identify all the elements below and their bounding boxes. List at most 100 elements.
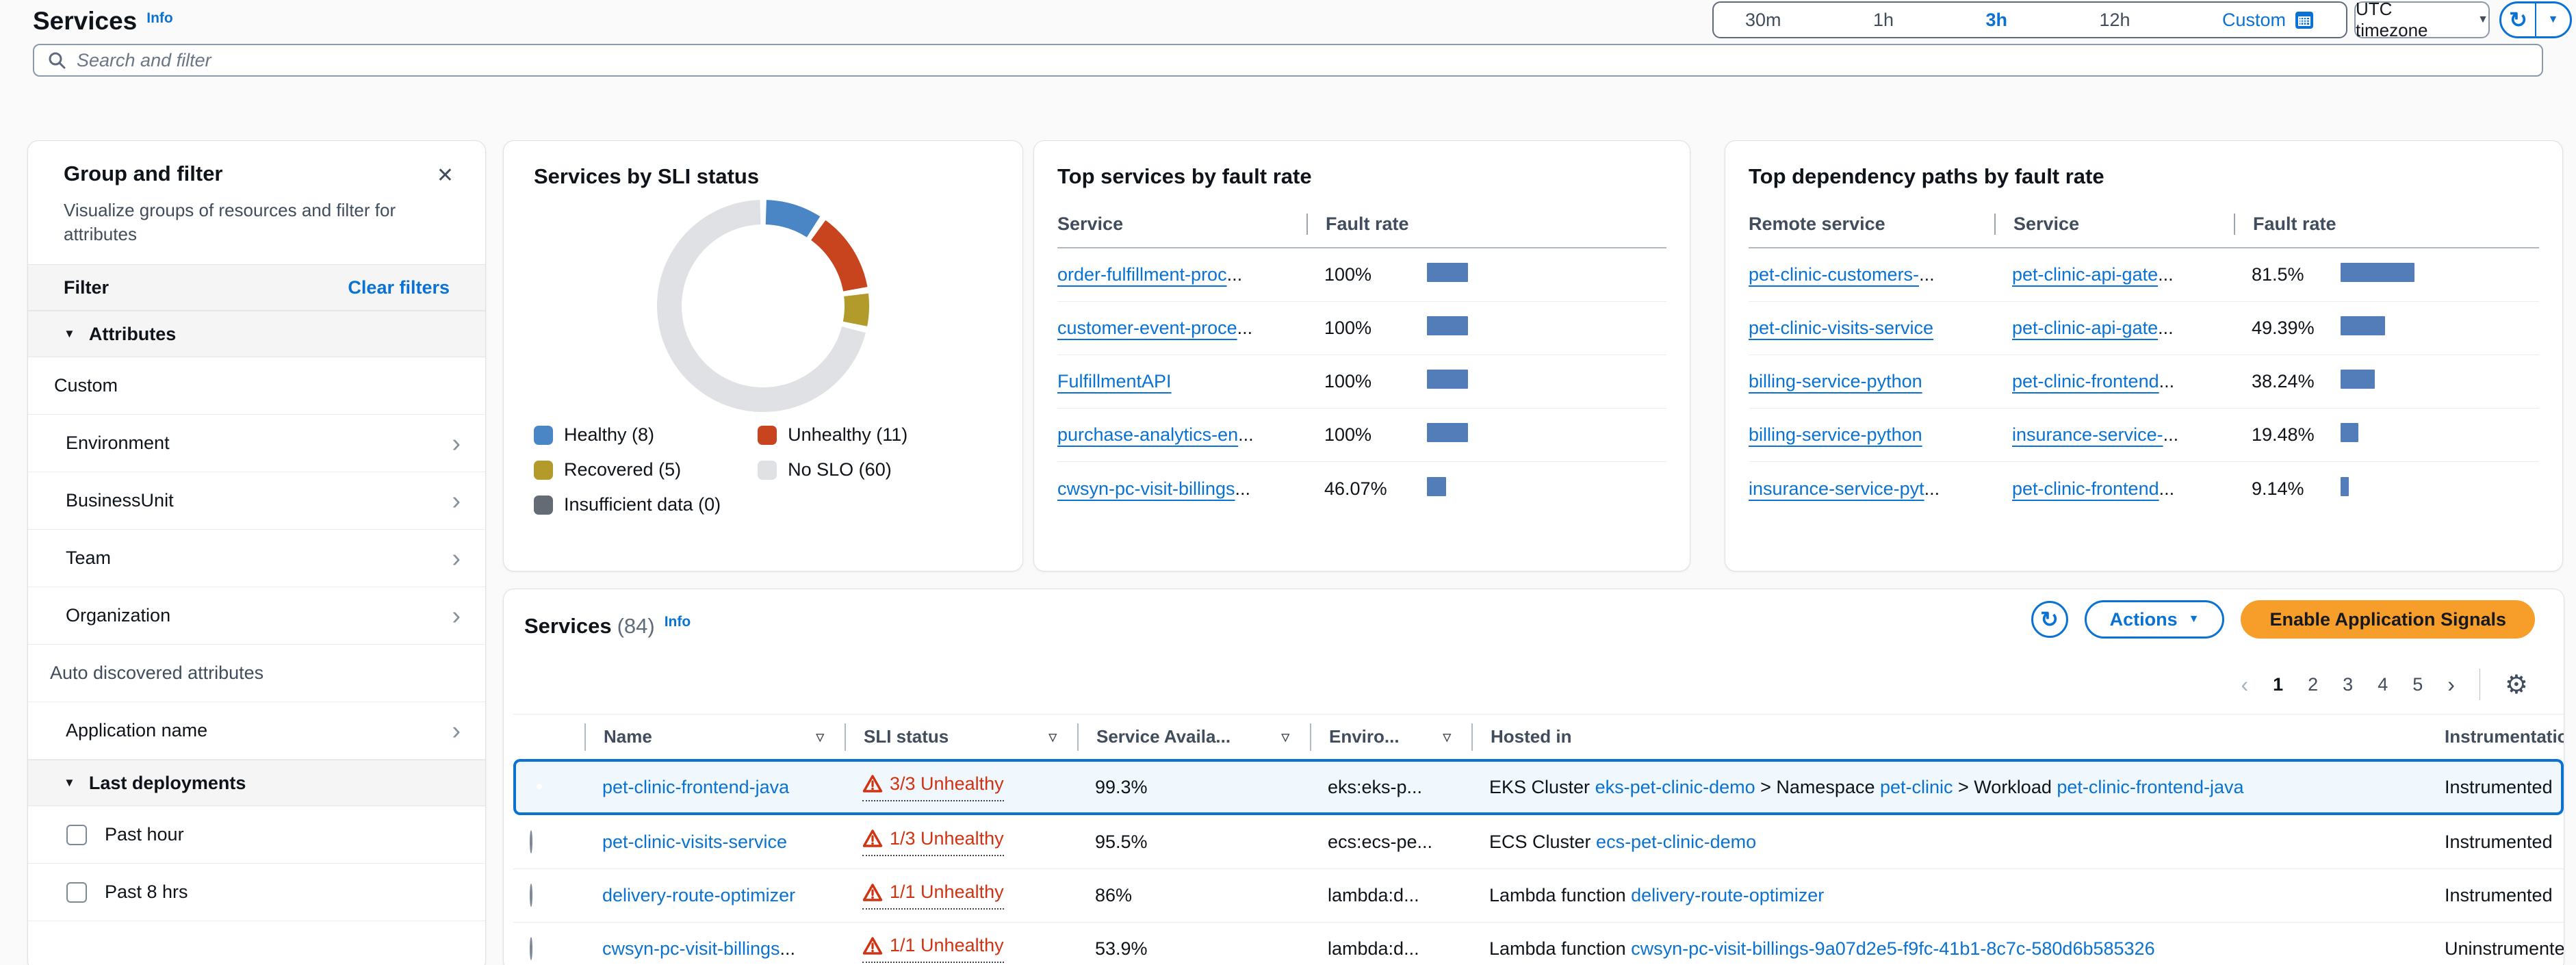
environment-cell: lambda:d... <box>1328 885 1419 905</box>
sli-status-badge[interactable]: 3/3 Unhealthy <box>862 773 1004 801</box>
remote-service-link[interactable]: pet-clinic-visits-service <box>1749 318 1934 338</box>
sli-status-badge[interactable]: 1/3 Unhealthy <box>862 828 1004 856</box>
hosted-in-link[interactable]: cwsyn-pc-visit-billings-9a07d2e5-f9fc-41… <box>1631 938 2155 959</box>
sort-icon[interactable]: ▽ <box>1281 731 1289 743</box>
service-link[interactable]: order-fulfillment-proc <box>1057 264 1227 285</box>
page-2[interactable]: 2 <box>2308 673 2319 695</box>
refresh-options-chevron[interactable]: ▼ <box>2547 14 2559 25</box>
service-name-link[interactable]: pet-clinic-visits-service <box>602 831 788 852</box>
column-header-sli-status[interactable]: SLI status ▽ <box>845 723 1077 751</box>
service-link[interactable]: FulfillmentAPI <box>1057 371 1172 391</box>
service-link[interactable]: purchase-analytics-en <box>1057 424 1239 445</box>
clear-filters-button[interactable]: Clear filters <box>348 276 450 298</box>
timezone-label: UTC timezone <box>2356 0 2428 40</box>
row-radio-button[interactable] <box>530 829 532 853</box>
sidebar-item-team[interactable]: Team › <box>28 530 485 588</box>
column-header-name[interactable]: Name ▽ <box>584 723 845 751</box>
table-row[interactable]: pet-clinic-frontend-java 3/3 Unhealthy 99.… <box>513 759 2564 815</box>
time-range-3h[interactable]: 3h <box>1985 10 2007 31</box>
service-name-link[interactable]: delivery-route-optimizer <box>602 885 796 905</box>
row-radio-button[interactable] <box>530 937 532 960</box>
sidebar-section-attributes[interactable]: ▼ Attributes <box>28 311 485 358</box>
page-1[interactable]: 1 <box>2273 673 2284 695</box>
refresh-icon[interactable]: ↻ <box>2501 3 2536 36</box>
sidebar-item-organization[interactable]: Organization › <box>28 587 485 645</box>
service-link[interactable]: pet-clinic-api-gate <box>2012 318 2159 338</box>
fault-rate-bar <box>2341 370 2375 389</box>
table-refresh-button[interactable]: ↻ <box>2031 601 2068 638</box>
search-input[interactable]: Search and filter <box>33 44 2543 77</box>
time-range-segmented-control[interactable]: 30m 1h 3h 12h Custom <box>1712 1 2347 38</box>
warning-triangle-icon <box>862 936 883 955</box>
table-settings-gear-icon[interactable]: ⚙ <box>2504 670 2528 699</box>
hosted-in-link[interactable]: eks-pet-clinic-demo <box>1595 776 1755 797</box>
timezone-dropdown[interactable]: UTC timezone ▼ <box>2354 0 2490 40</box>
time-range-custom[interactable]: Custom <box>2222 10 2315 31</box>
service-name-link[interactable]: cwsyn-pc-visit-billings <box>602 938 780 959</box>
hosted-in-link[interactable]: delivery-route-optimizer <box>1631 885 1825 905</box>
column-header-hosted-in[interactable]: Hosted in <box>1471 723 2427 751</box>
sidebar-item-custom[interactable]: Custom <box>28 357 485 415</box>
table-row[interactable]: pet-clinic-visits-service 1/3 Unhealthy 95… <box>513 815 2564 868</box>
remote-service-link[interactable]: pet-clinic-customers- <box>1749 264 1920 285</box>
row-radio-button[interactable] <box>530 884 532 907</box>
actions-button[interactable]: Actions ▼ <box>2084 600 2225 639</box>
page-3[interactable]: 3 <box>2343 673 2354 695</box>
fault-rate-bar-cell <box>2341 263 2539 287</box>
service-link[interactable]: insurance-service- <box>2012 424 2163 445</box>
sidebar-item-application-name[interactable]: Application name › <box>28 702 485 760</box>
hosted-in-link[interactable]: pet-clinic <box>1879 776 1953 797</box>
service-link[interactable]: cwsyn-pc-visit-billings <box>1057 478 1235 499</box>
calendar-icon <box>2295 12 2313 29</box>
page-4[interactable]: 4 <box>2378 673 2388 695</box>
sidebar-item-environment[interactable]: Environment › <box>28 415 485 473</box>
service-link[interactable]: pet-clinic-frontend <box>2012 478 2159 499</box>
search-placeholder: Search and filter <box>77 49 211 70</box>
table-row[interactable]: cwsyn-pc-visit-billings... 1/1 Unhealthy 5… <box>513 922 2564 965</box>
sidebar-item-businessunit[interactable]: BusinessUnit › <box>28 472 485 530</box>
service-link[interactable]: pet-clinic-api-gate <box>2012 264 2159 285</box>
service-cell: pet-clinic-frontend... <box>2012 478 2252 500</box>
environment-cell: ecs:ecs-pe... <box>1328 831 1433 852</box>
service-link[interactable]: pet-clinic-frontend <box>2012 371 2159 391</box>
services-info-link[interactable]: Info <box>664 614 691 630</box>
sidebar-filter-past-hour[interactable]: Past hour <box>28 806 485 864</box>
next-page-icon[interactable]: › <box>2447 671 2455 697</box>
sidebar-section-last-deployments[interactable]: ▼ Last deployments <box>28 760 485 807</box>
refresh-split-button[interactable]: ↻ ▼ <box>2499 1 2572 38</box>
service-link[interactable]: customer-event-proce <box>1057 318 1237 338</box>
column-header-service-availa-[interactable]: Service Availa... ▽ <box>1077 723 1310 751</box>
remote-service-link[interactable]: billing-service-python <box>1749 424 1922 445</box>
service-cell: cwsyn-pc-visit-billings... <box>1057 478 1324 500</box>
warning-triangle-icon <box>862 775 883 793</box>
hosted-in-link[interactable]: ecs-pet-clinic-demo <box>1596 831 1757 852</box>
column-header-enviro-[interactable]: Enviro... ▽ <box>1310 723 1471 751</box>
time-range-12h[interactable]: 12h <box>2099 10 2130 31</box>
table-row[interactable]: delivery-route-optimizer 1/1 Unhealthy 86%… <box>513 868 2564 922</box>
sli-status-badge[interactable]: 1/1 Unhealthy <box>862 882 1004 910</box>
fault-rate-bar <box>2341 476 2349 496</box>
column-header-label: Instrumentation <box>2445 726 2564 747</box>
sort-icon[interactable]: ▽ <box>816 731 824 743</box>
top-services-header: Service Fault rate <box>1057 189 1666 248</box>
sort-icon[interactable]: ▽ <box>1443 731 1451 743</box>
sidebar-filter-past-8-hrs[interactable]: Past 8 hrs <box>28 864 485 922</box>
page-5[interactable]: 5 <box>2412 673 2423 695</box>
checkbox[interactable] <box>66 882 87 903</box>
service-name-link[interactable]: pet-clinic-frontend-java <box>602 776 790 797</box>
sli-status-badge[interactable]: 1/1 Unhealthy <box>862 935 1004 963</box>
hosted-in-link[interactable]: pet-clinic-frontend-java <box>2057 776 2244 797</box>
panel-title: Group and filter <box>64 162 223 185</box>
previous-page-icon[interactable]: ‹ <box>2241 671 2249 697</box>
time-range-1h[interactable]: 1h <box>1873 10 1894 31</box>
remote-service-link[interactable]: billing-service-python <box>1749 371 1922 391</box>
page-info-link[interactable]: Info <box>146 10 173 26</box>
column-header-instrumentation[interactable]: Instrumentation <box>2427 723 2564 751</box>
legend-item: Unhealthy (11) <box>758 424 907 446</box>
enable-application-signals-button[interactable]: Enable Application Signals <box>2241 600 2535 639</box>
sort-icon[interactable]: ▽ <box>1048 731 1057 743</box>
close-icon[interactable]: ✕ <box>436 164 454 187</box>
time-range-30m[interactable]: 30m <box>1745 10 1781 31</box>
checkbox[interactable] <box>66 824 87 845</box>
remote-service-link[interactable]: insurance-service-pyt <box>1749 478 1924 499</box>
